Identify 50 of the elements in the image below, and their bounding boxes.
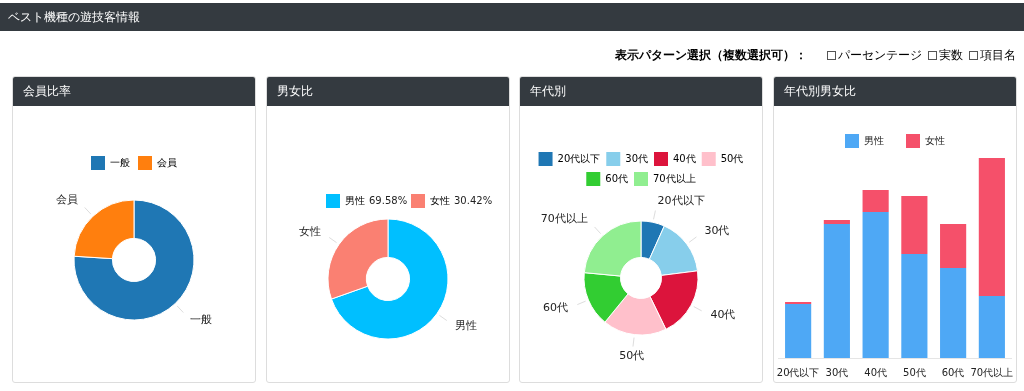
slice-label: 50代	[619, 349, 645, 363]
legend-label: 男性	[863, 134, 884, 146]
bar	[978, 296, 1005, 358]
legend-label: 一般	[110, 156, 130, 168]
legend-label: 女性	[429, 194, 450, 206]
legend-label: 会員	[157, 156, 177, 168]
data-label: 30.42%	[453, 194, 492, 206]
legend-label: 30代	[625, 152, 649, 164]
slice-label: 30代	[704, 223, 730, 237]
bar	[784, 304, 811, 358]
slice-label: 40代	[710, 308, 736, 322]
bar	[823, 220, 850, 224]
slice-label: 60代	[543, 301, 569, 315]
data-label: 69.58%	[368, 194, 407, 206]
legend-label: 60代	[605, 172, 629, 184]
bar	[900, 254, 927, 358]
legend-label: 男性	[344, 194, 365, 206]
bar	[939, 224, 966, 268]
legend-label: 20代以下	[557, 152, 601, 164]
legend-label: 40代	[673, 152, 696, 164]
bar	[862, 190, 889, 212]
text: 実数	[938, 47, 963, 64]
slice-label: 男性	[454, 319, 477, 333]
x-tick-label: 70代以上	[970, 366, 1013, 378]
legend-label: 女性	[924, 134, 945, 146]
chart-title: 年代別男女比	[773, 77, 1016, 106]
slice-label: 20代以下	[657, 193, 705, 207]
slice-label: 一般	[190, 312, 213, 326]
slice-label: 女性	[298, 224, 321, 238]
slice-label: 会員	[55, 193, 78, 207]
x-tick-label: 60代	[941, 366, 964, 378]
bar	[900, 196, 927, 254]
x-tick-label: 20代以下	[776, 366, 819, 378]
slice-label: 70代以上	[540, 212, 588, 226]
text: 表示パターン選択（複数選択可）：	[615, 47, 807, 64]
text: ベスト機種の遊技客情報	[0, 3, 1024, 31]
chart-title: 男女比	[266, 77, 509, 106]
bar	[939, 268, 966, 358]
x-tick-label: 30代	[825, 366, 848, 378]
text: 項目名	[979, 47, 1016, 64]
legend-label: 50代	[720, 152, 744, 164]
bar	[862, 212, 889, 358]
bar	[978, 158, 1005, 296]
x-tick-label: 40代	[863, 366, 887, 378]
x-tick-label: 50代	[902, 366, 926, 378]
chart-title: 年代別	[520, 77, 762, 106]
bar	[823, 224, 850, 358]
text: パーセンテージ	[837, 47, 922, 64]
legend-label: 70代以上	[653, 172, 696, 184]
chart-title: 会員比率	[13, 77, 255, 106]
